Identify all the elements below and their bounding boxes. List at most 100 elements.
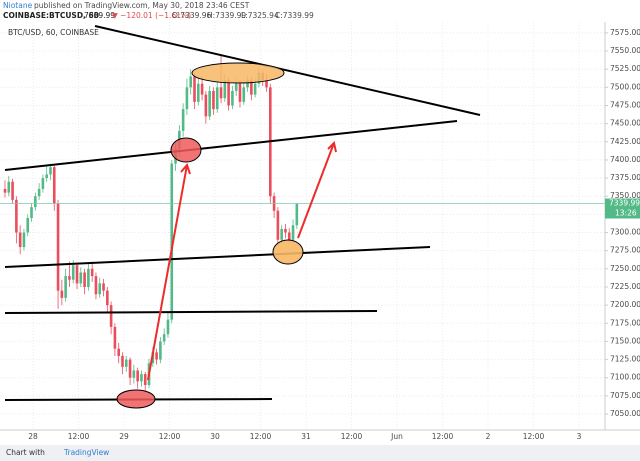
candle-body bbox=[280, 228, 283, 240]
candle-body bbox=[170, 163, 174, 320]
candle-body bbox=[185, 87, 189, 110]
candle-body bbox=[204, 94, 208, 117]
candle-body bbox=[90, 268, 94, 277]
y-tick-label: 7050.00 bbox=[610, 409, 640, 418]
candle-body bbox=[196, 83, 200, 102]
candle-body bbox=[18, 232, 22, 248]
candle-body bbox=[155, 352, 158, 360]
y-tick-label: 7150.00 bbox=[610, 336, 640, 345]
y-tick-label: 7075.00 bbox=[610, 391, 640, 400]
candle-body bbox=[3, 188, 7, 193]
y-tick-label: 7125.00 bbox=[610, 355, 640, 364]
candle-body bbox=[242, 87, 246, 102]
candle-body bbox=[87, 268, 90, 287]
candle-body bbox=[265, 80, 268, 88]
y-tick-label: 7225.00 bbox=[610, 282, 640, 291]
candle-body bbox=[56, 203, 60, 291]
y-tick-label: 7200.00 bbox=[610, 300, 640, 309]
candle-body bbox=[193, 76, 196, 102]
candle-body bbox=[166, 319, 170, 335]
candle-body bbox=[113, 326, 117, 349]
candle-body bbox=[34, 196, 37, 208]
drawings bbox=[4, 25, 481, 409]
candle-body bbox=[26, 218, 30, 233]
open: O:7339.96 bbox=[172, 11, 212, 20]
last-price: 7339.99 bbox=[84, 11, 115, 20]
candle-body bbox=[22, 232, 26, 248]
candle-body bbox=[102, 283, 105, 291]
footer bbox=[0, 445, 640, 461]
x-tick-label: 12:00 bbox=[159, 432, 181, 441]
candle-body bbox=[132, 370, 136, 378]
x-tick-label: 29 bbox=[119, 432, 129, 441]
candle-body bbox=[250, 80, 253, 95]
author: Niotane bbox=[3, 1, 33, 10]
y-tick-label: 7400.00 bbox=[610, 155, 640, 164]
candle-body bbox=[287, 232, 291, 240]
candle-body bbox=[11, 181, 14, 200]
candle-body bbox=[162, 334, 166, 342]
candle-body bbox=[219, 87, 223, 99]
candle-body bbox=[45, 174, 48, 179]
candle-body bbox=[52, 167, 56, 204]
symbol: COINBASE:BTCUSD, 60 bbox=[3, 11, 99, 20]
candle-body bbox=[276, 210, 280, 240]
candle-body bbox=[136, 370, 139, 382]
x-tick-label: 12:00 bbox=[68, 432, 90, 441]
candle-body bbox=[128, 359, 132, 378]
y-tick-label: 7250.00 bbox=[610, 264, 640, 273]
trend-line bbox=[4, 246, 431, 268]
candle-body bbox=[246, 80, 249, 88]
arrow bbox=[297, 141, 337, 239]
y-tick-label: 7450.00 bbox=[610, 119, 640, 128]
candle-body bbox=[234, 83, 238, 91]
candle-body bbox=[83, 272, 86, 287]
x-tick-label: Jun bbox=[390, 432, 403, 441]
candle-body bbox=[124, 359, 128, 367]
candle-body bbox=[284, 228, 287, 233]
candle-body bbox=[109, 305, 113, 327]
x-tick-label: 3 bbox=[577, 432, 582, 441]
x-tick-label: 30 bbox=[210, 432, 220, 441]
candle-body bbox=[215, 87, 219, 110]
y-tick-label: 7175.00 bbox=[610, 318, 640, 327]
candle-body bbox=[227, 80, 230, 106]
y-tick-label: 7550.00 bbox=[610, 46, 640, 55]
footer-text: Chart with bbox=[6, 448, 45, 457]
candle-body bbox=[30, 207, 33, 219]
countdown-label: 13:26 bbox=[615, 209, 637, 218]
x-tick-label: 12:00 bbox=[341, 432, 363, 441]
plot bbox=[0, 22, 605, 430]
x-tick-label: 2 bbox=[486, 432, 491, 441]
change: ▼ −120.01 (−1.61%) bbox=[112, 11, 191, 20]
y-tick-label: 7350.00 bbox=[610, 191, 640, 200]
y-tick-label: 7100.00 bbox=[610, 373, 640, 382]
y-tick-label: 7425.00 bbox=[610, 137, 640, 146]
y-tick-label: 7475.00 bbox=[610, 100, 640, 109]
close: C:7339.99 bbox=[275, 11, 314, 20]
candle-body bbox=[181, 109, 185, 131]
candle-body bbox=[212, 90, 215, 110]
candle-body bbox=[117, 348, 120, 356]
x-tick-label: 12:00 bbox=[250, 432, 272, 441]
y-tick-label: 7300.00 bbox=[610, 228, 640, 237]
candle-body bbox=[208, 90, 211, 117]
x-tick-label: 12:00 bbox=[432, 432, 454, 441]
arrow bbox=[147, 163, 191, 381]
price-tag bbox=[605, 198, 640, 209]
chart-title: BTC/USD, 60, COINBASE bbox=[8, 28, 99, 37]
y-tick-label: 7575.00 bbox=[610, 28, 640, 37]
candle-body bbox=[143, 374, 147, 385]
candle-body bbox=[223, 80, 227, 99]
candle-body bbox=[37, 188, 41, 197]
candle-body bbox=[295, 203, 299, 226]
candle-body bbox=[71, 265, 75, 280]
trend-line bbox=[4, 310, 378, 314]
candle-body bbox=[140, 374, 143, 382]
highlight bbox=[272, 239, 304, 265]
y-tick-label: 7375.00 bbox=[610, 173, 640, 182]
price-tag-label: 7339.99 bbox=[609, 199, 640, 208]
y-tick-label: 7525.00 bbox=[610, 64, 640, 73]
highlight bbox=[116, 389, 156, 409]
